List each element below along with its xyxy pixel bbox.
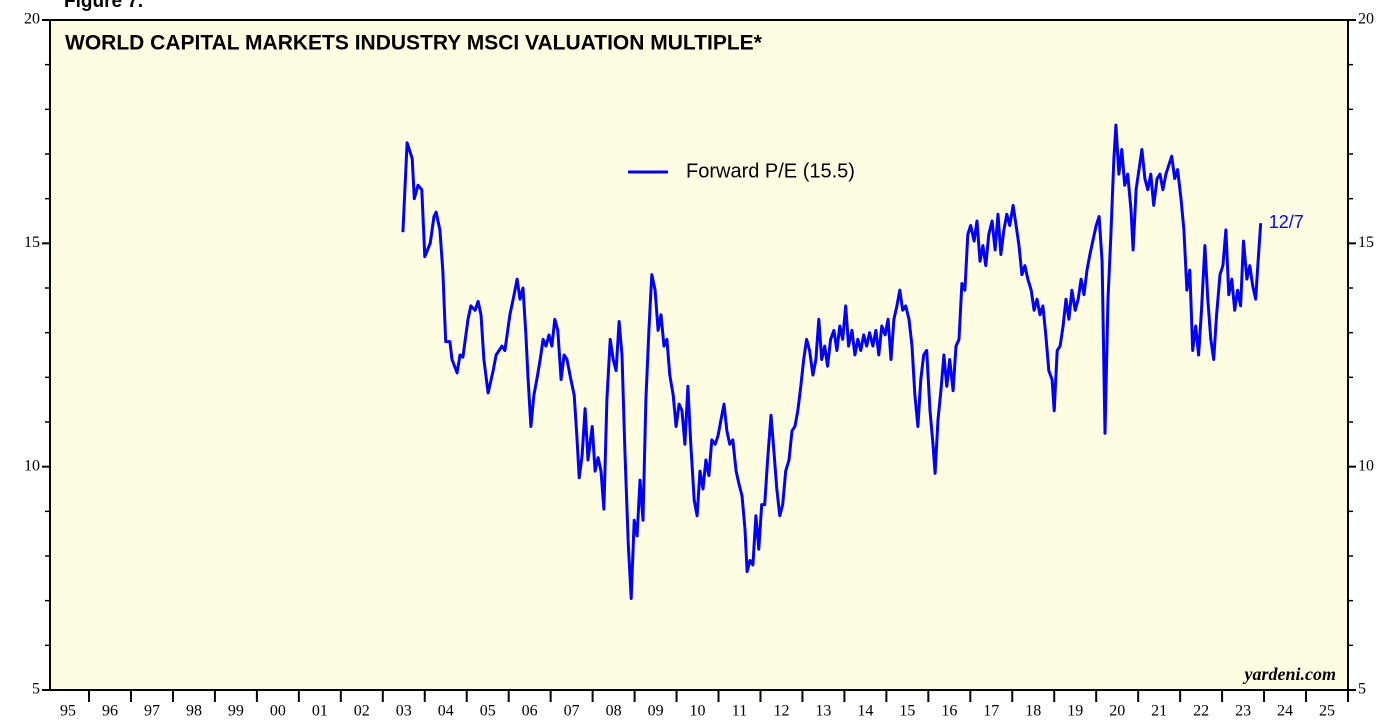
x-tick-label: 12 bbox=[773, 703, 789, 720]
chart-title: WORLD CAPITAL MARKETS INDUSTRY MSCI VALU… bbox=[65, 32, 763, 55]
y2-tick-label: 15 bbox=[1358, 234, 1374, 251]
x-tick-label: 95 bbox=[60, 703, 76, 720]
x-tick-label: 02 bbox=[354, 703, 370, 720]
x-tick-label: 18 bbox=[1025, 703, 1041, 720]
y-tick-label: 20 bbox=[24, 11, 40, 28]
x-tick-label: 22 bbox=[1193, 703, 1209, 720]
x-tick-label: 14 bbox=[857, 703, 873, 720]
x-tick-label: 20 bbox=[1109, 703, 1125, 720]
x-tick-label: 17 bbox=[983, 703, 999, 720]
plot-area bbox=[49, 19, 1349, 691]
x-tick-label: 06 bbox=[522, 703, 538, 720]
x-tick-label: 96 bbox=[102, 703, 118, 720]
x-tick-label: 15 bbox=[899, 703, 915, 720]
x-tick-label: 19 bbox=[1067, 703, 1083, 720]
y-tick-label: 15 bbox=[24, 234, 40, 251]
y2-tick-label: 10 bbox=[1358, 457, 1374, 474]
x-tick-label: 08 bbox=[606, 703, 622, 720]
y2-tick-label: 20 bbox=[1358, 11, 1374, 28]
y-tick-label: 10 bbox=[24, 457, 40, 474]
x-tick-label: 25 bbox=[1319, 703, 1335, 720]
x-tick-label: 16 bbox=[941, 703, 957, 720]
x-tick-label: 07 bbox=[564, 703, 580, 720]
x-tick-label: 00 bbox=[270, 703, 286, 720]
x-tick-label: 98 bbox=[186, 703, 202, 720]
x-tick-label: 21 bbox=[1151, 703, 1167, 720]
x-tick-label: 11 bbox=[732, 703, 747, 720]
y-tick-label: 5 bbox=[32, 681, 40, 698]
legend-label: Forward P/E (15.5) bbox=[686, 160, 855, 182]
x-tick-label: 97 bbox=[144, 703, 160, 720]
y2-tick-label: 5 bbox=[1358, 681, 1366, 698]
x-tick-label: 05 bbox=[480, 703, 496, 720]
x-tick-label: 03 bbox=[396, 703, 412, 720]
figure-header: Figure 7. bbox=[64, 0, 143, 12]
data-line bbox=[401, 123, 1263, 600]
x-tick-label: 13 bbox=[815, 703, 831, 720]
x-tick-label: 04 bbox=[438, 703, 454, 720]
source: yardeni.com bbox=[1243, 664, 1337, 684]
x-tick-label: 23 bbox=[1235, 703, 1251, 720]
x-tick-label: 09 bbox=[648, 703, 664, 720]
x-tick-label: 24 bbox=[1277, 703, 1293, 720]
end-annotation: 12/7 bbox=[1269, 212, 1304, 232]
x-tick-label: 10 bbox=[690, 703, 706, 720]
x-tick-label: 01 bbox=[312, 703, 328, 720]
x-tick-label: 99 bbox=[228, 703, 244, 720]
